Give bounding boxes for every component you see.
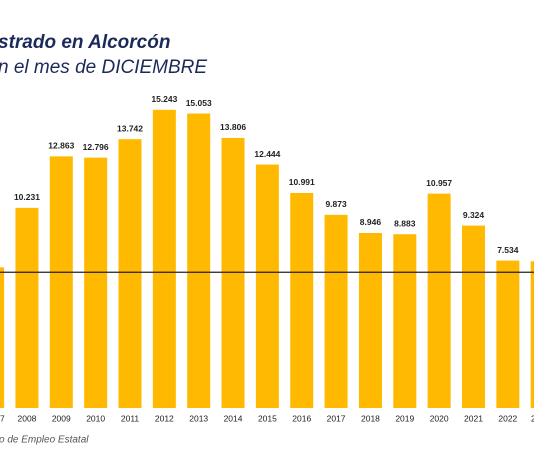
bar (358, 232, 382, 408)
value-label: 15.053 (186, 98, 212, 108)
bar (84, 157, 108, 408)
x-tick-label: 2008 (17, 413, 36, 423)
bar (255, 164, 279, 408)
x-tick-label: 2010 (86, 413, 105, 423)
x-tick-label: 2009 (52, 413, 71, 423)
bar (0, 267, 5, 408)
x-tick-label: 2015 (258, 413, 277, 423)
value-label: 10.991 (289, 177, 315, 187)
x-tick-label: 2022 (498, 413, 517, 423)
value-label: 7.534 (497, 245, 519, 255)
bar (393, 234, 417, 408)
value-label: 8.946 (360, 217, 382, 227)
x-tick-label: 2 (531, 413, 534, 423)
chart-subtitle: n el mes de DICIEMBRE (0, 57, 207, 78)
value-label: 9.873 (325, 199, 347, 209)
bar (496, 260, 520, 408)
x-tick-label: 2012 (155, 413, 174, 423)
chart-title: strado en Alcorcón (0, 32, 170, 53)
value-label: 12.796 (83, 142, 109, 152)
value-label: 10.957 (426, 178, 452, 188)
bar (290, 192, 314, 408)
value-label: 13.806 (220, 122, 246, 132)
bar (324, 214, 348, 408)
value-label: 12.863 (48, 141, 74, 151)
value-label: 8.883 (394, 218, 416, 228)
x-tick-label: 2011 (121, 413, 140, 423)
x-tick-label: 7 (0, 413, 5, 423)
bar (462, 225, 485, 408)
x-tick-label: 2016 (292, 413, 311, 423)
value-label: 12.444 (254, 149, 280, 159)
source: o de Empleo Estatal (0, 435, 89, 446)
bar (187, 113, 211, 408)
x-tick-label: 2014 (224, 413, 243, 423)
value-label: 13.742 (117, 123, 143, 133)
value-label: 10.231 (14, 192, 40, 202)
bar (530, 261, 534, 408)
x-tick-label: 2018 (361, 413, 380, 423)
x-tick-label: 2017 (327, 413, 346, 423)
x-tick-label: 2019 (395, 413, 414, 423)
bar (152, 109, 176, 409)
value-label: 9.324 (463, 210, 485, 220)
x-tick-label: 2021 (464, 413, 483, 423)
bar (118, 139, 142, 408)
x-tick-label: 2013 (189, 413, 208, 423)
x-tick-label: 2020 (430, 413, 449, 423)
bar (15, 207, 39, 408)
bar (49, 156, 73, 408)
value-label: 15.243 (151, 94, 177, 104)
bar (427, 193, 451, 408)
bar (221, 137, 245, 409)
